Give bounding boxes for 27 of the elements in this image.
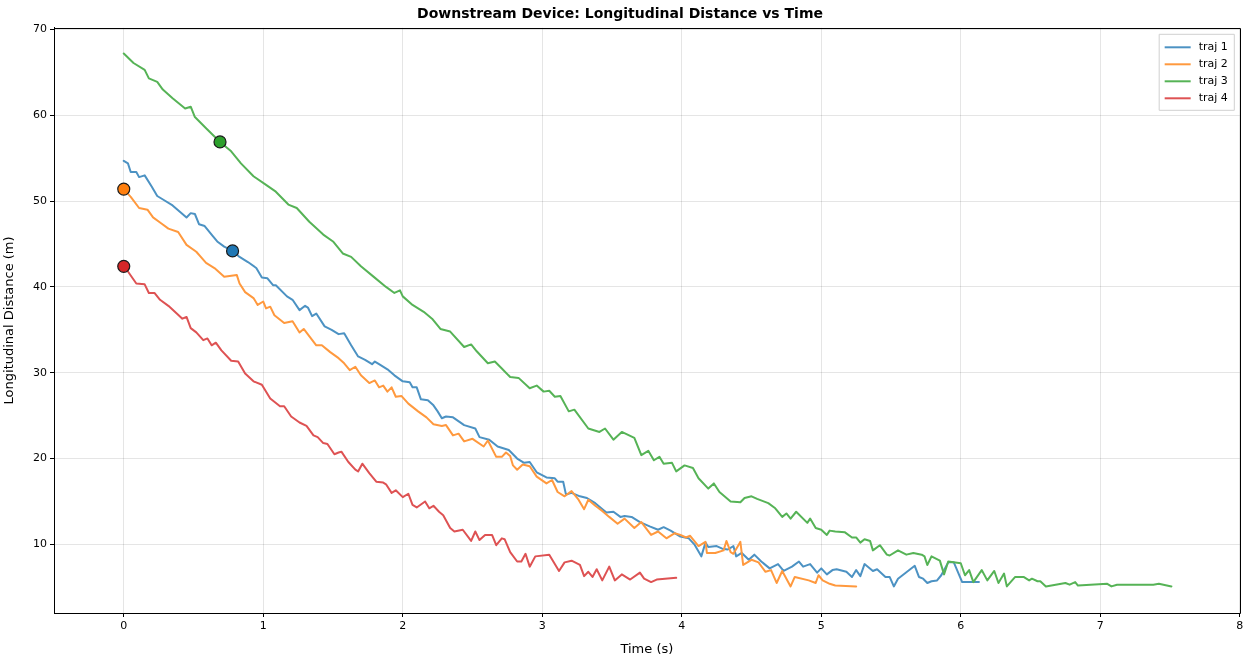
- x-tick-label: 1: [259, 619, 267, 633]
- y-tick-label: 20: [33, 451, 47, 465]
- x-tick-label: 2: [399, 619, 407, 633]
- legend-label: traj 4: [1198, 91, 1228, 105]
- legend-label: traj 3: [1198, 74, 1228, 88]
- point: [213, 135, 227, 149]
- y-tick-label: 60: [33, 108, 47, 122]
- x-tick-label: 4: [678, 619, 686, 633]
- x-tick-label: 3: [538, 619, 546, 633]
- y-tick-label: 30: [33, 365, 47, 379]
- x-tick-label: 0: [120, 619, 128, 633]
- chart-title: Downstream Device: Longitudinal Distance vs Time: [417, 5, 823, 22]
- y-axis-title: Longitudinal Distance (m): [1, 236, 17, 405]
- x-axis-title: Time (s): [619, 640, 674, 656]
- point: [225, 244, 240, 258]
- point: [117, 259, 131, 273]
- x-tick-label: 8: [1236, 619, 1244, 633]
- x-tick-label: 5: [817, 619, 825, 633]
- y-tick-label: 50: [33, 193, 47, 207]
- y-tick-label: 70: [33, 22, 47, 36]
- legend-label: traj 1: [1198, 40, 1228, 54]
- legend-label: traj 2: [1198, 57, 1228, 71]
- point: [117, 182, 131, 196]
- x-tick-label: 6: [957, 619, 965, 633]
- x-tick-label: 7: [1096, 619, 1104, 633]
- y-tick-label: 40: [33, 279, 47, 293]
- y-tick-label: 10: [33, 537, 47, 551]
